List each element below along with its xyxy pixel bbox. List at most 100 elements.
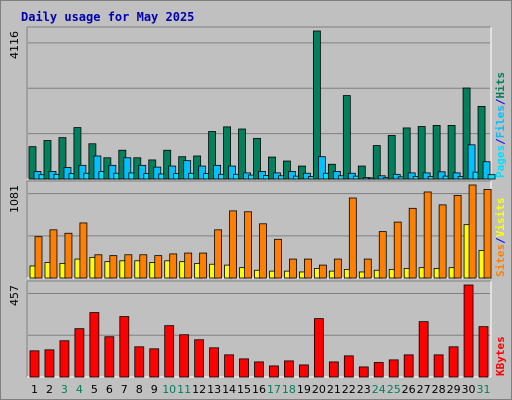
side-label-hits: Hits	[494, 72, 507, 99]
y-max-label: 457	[8, 285, 21, 306]
day-label: 15	[237, 383, 251, 396]
bar-kbytes-day-5	[89, 312, 100, 378]
side-legend: Pages/Files/Hits	[494, 72, 507, 178]
bar-hits-day-19	[298, 165, 306, 180]
bar-kbytes-day-17	[269, 365, 279, 378]
bar-files-day-21	[332, 171, 341, 180]
side-label-separator: /	[494, 98, 507, 105]
bar-sites-day-30	[468, 184, 477, 279]
side-label-visits: Visits	[494, 198, 507, 238]
bar-kbytes-day-7	[119, 316, 130, 378]
side-label-separator: /	[494, 138, 507, 145]
side-label: Pages/Files/Hits	[494, 72, 507, 178]
bar-kbytes-day-10	[164, 325, 175, 378]
bar-sites-day-6	[109, 255, 118, 279]
day-label: 25	[387, 383, 401, 396]
bar-sites-day-10	[169, 253, 178, 279]
bar-sites-day-25	[393, 221, 402, 279]
day-label: 10	[162, 383, 176, 396]
bar-hits-day-20	[312, 30, 321, 180]
bar-kbytes-day-1	[29, 350, 40, 378]
bar-kbytes-day-31	[478, 326, 489, 378]
bar-files-day-14	[228, 165, 236, 180]
panel-hits-files-pages: 4116 Pages/Files/Hits	[8, 26, 507, 180]
bar-hits-day-22	[342, 95, 351, 180]
bar-files-day-11	[183, 160, 192, 180]
bar-kbytes-day-16	[254, 361, 264, 378]
bar-kbytes-day-14	[224, 354, 234, 378]
bar-sites-day-15	[244, 211, 252, 279]
bar-hits-day-15	[238, 128, 246, 180]
bar-sites-day-31	[483, 188, 492, 279]
bar-kbytes-day-4	[74, 328, 85, 378]
bar-kbytes-day-2	[44, 349, 55, 378]
y-max-label: 4116	[8, 31, 21, 59]
bar-pages-day-31	[487, 174, 496, 180]
day-label: 5	[91, 383, 98, 396]
bar-files-day-27	[422, 172, 431, 180]
bar-files-day-13	[213, 164, 222, 180]
bar-hits-day-26	[402, 127, 411, 180]
day-label: 12	[192, 383, 206, 396]
bar-files-day-7	[123, 157, 132, 180]
bar-files-day-12	[198, 165, 207, 180]
day-axis-labels: 1 2 3 4 5 6 7 8 9 10 11 12 13 14 15 16 17 18 19 20 21 22 23 24 2…	[31, 383, 491, 396]
bar-hits-day-1	[28, 146, 37, 180]
bar-files-day-26	[407, 172, 416, 180]
side-label-kbytes: KBytes	[494, 336, 507, 376]
bar-kbytes-day-22	[343, 355, 354, 378]
bar-kbytes-day-19	[299, 364, 309, 378]
bar-files-day-9	[153, 166, 162, 180]
bar-sites-day-13	[214, 229, 223, 279]
day-label: 19	[297, 383, 311, 396]
bar-sites-day-14	[229, 210, 237, 279]
bar-kbytes-day-25	[388, 359, 399, 378]
bar-hits-day-18	[283, 160, 291, 180]
day-label: 3	[61, 383, 68, 396]
side-label-sites: Sites	[494, 244, 507, 277]
bar-kbytes-day-11	[179, 334, 190, 378]
bar-kbytes-day-9	[149, 348, 160, 378]
day-label: 31	[477, 383, 491, 396]
day-label: 30	[462, 383, 476, 396]
bar-hits-day-2	[43, 140, 52, 180]
bar-hits-day-31	[477, 105, 486, 180]
side-legend: Sites/Visits	[494, 198, 507, 278]
day-label: 7	[121, 383, 128, 396]
bar-kbytes-day-18	[284, 360, 294, 378]
bar-kbytes-day-12	[194, 339, 205, 378]
day-label: 23	[357, 383, 371, 396]
bar-kbytes-day-28	[433, 354, 444, 378]
day-label: 4	[76, 383, 83, 396]
bar-kbytes-day-26	[403, 354, 414, 378]
bar-sites-day-11	[184, 252, 193, 279]
bar-hits-day-27	[417, 126, 426, 180]
bar-sites-day-3	[64, 232, 73, 279]
day-label: 21	[327, 383, 341, 396]
bar-kbytes-day-30	[463, 284, 474, 378]
bar-hits-day-4	[73, 127, 82, 180]
side-label: Sites/Visits	[494, 198, 507, 278]
day-label: 9	[151, 383, 158, 396]
bar-hits-day-13	[208, 131, 217, 180]
bar-hits-day-16	[253, 137, 261, 180]
bar-files-day-30	[467, 144, 476, 180]
bar-files-day-10	[168, 165, 177, 180]
bar-sites-day-27	[423, 191, 432, 279]
day-label: 17	[267, 383, 281, 396]
y-max-label: 1081	[8, 185, 21, 213]
side-legend: KBytes	[494, 336, 507, 376]
day-label: 26	[402, 383, 416, 396]
bar-hits-day-10	[163, 149, 172, 180]
bar-sites-day-12	[199, 252, 208, 279]
bar-sites-day-23	[363, 258, 372, 279]
bar-sites-day-16	[259, 223, 267, 279]
bar-kbytes-day-8	[134, 346, 145, 378]
bar-sites-day-24	[378, 231, 387, 279]
day-label: 28	[432, 383, 446, 396]
bar-sites-day-7	[124, 254, 133, 279]
bar-sites-day-28	[438, 204, 447, 279]
day-label: 14	[222, 383, 236, 396]
